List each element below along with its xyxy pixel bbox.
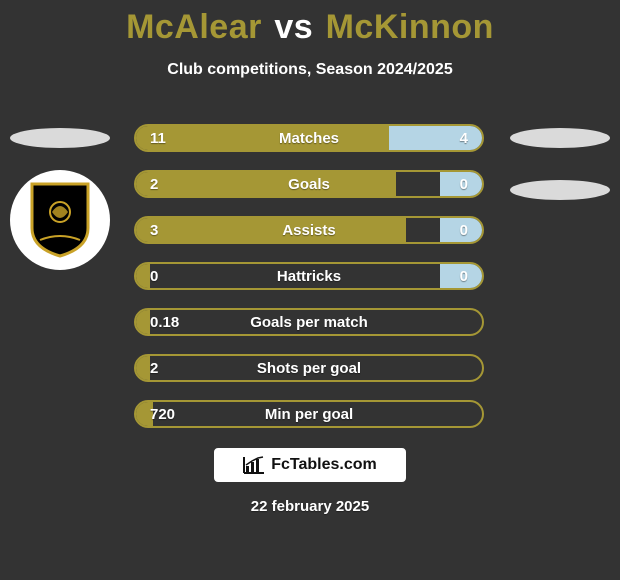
- stat-right-value: 0: [460, 172, 468, 196]
- footer-brand: FcTables.com: [271, 456, 377, 474]
- comparison-bars: 11Matches42Goals03Assists00Hattricks00.1…: [134, 124, 484, 446]
- stat-bar: 11Matches4: [134, 124, 484, 152]
- stat-metric-label: Goals per match: [136, 310, 482, 334]
- footer-date: 22 february 2025: [0, 498, 620, 515]
- stat-bar: 0.18Goals per match: [134, 308, 484, 336]
- footer-logo: FcTables.com: [214, 448, 406, 482]
- stat-bar: 2Shots per goal: [134, 354, 484, 382]
- stat-metric-label: Assists: [136, 218, 482, 242]
- shield-icon: [27, 182, 93, 258]
- title-player1: McAlear: [126, 8, 262, 46]
- stat-bar: 0Hattricks0: [134, 262, 484, 290]
- title-player2: McKinnon: [326, 8, 494, 46]
- player2-club-placeholder: [510, 180, 610, 200]
- player2-flag-placeholder: [510, 128, 610, 148]
- stat-right-value: 4: [460, 126, 468, 150]
- title-vs: vs: [274, 8, 313, 46]
- title-row: McAlear vs McKinnon: [0, 0, 620, 47]
- stat-metric-label: Goals: [136, 172, 482, 196]
- stat-metric-label: Hattricks: [136, 264, 482, 288]
- stat-metric-label: Shots per goal: [136, 356, 482, 380]
- chart-icon: [243, 456, 265, 474]
- stat-right-value: 0: [460, 264, 468, 288]
- stat-bar: 3Assists0: [134, 216, 484, 244]
- stat-right-value: 0: [460, 218, 468, 242]
- subtitle: Club competitions, Season 2024/2025: [0, 61, 620, 79]
- player1-flag-placeholder: [10, 128, 110, 148]
- stat-bar: 720Min per goal: [134, 400, 484, 428]
- player1-club-crest: [10, 170, 110, 270]
- stat-metric-label: Min per goal: [136, 402, 482, 426]
- stat-bar: 2Goals0: [134, 170, 484, 198]
- stat-metric-label: Matches: [136, 126, 482, 150]
